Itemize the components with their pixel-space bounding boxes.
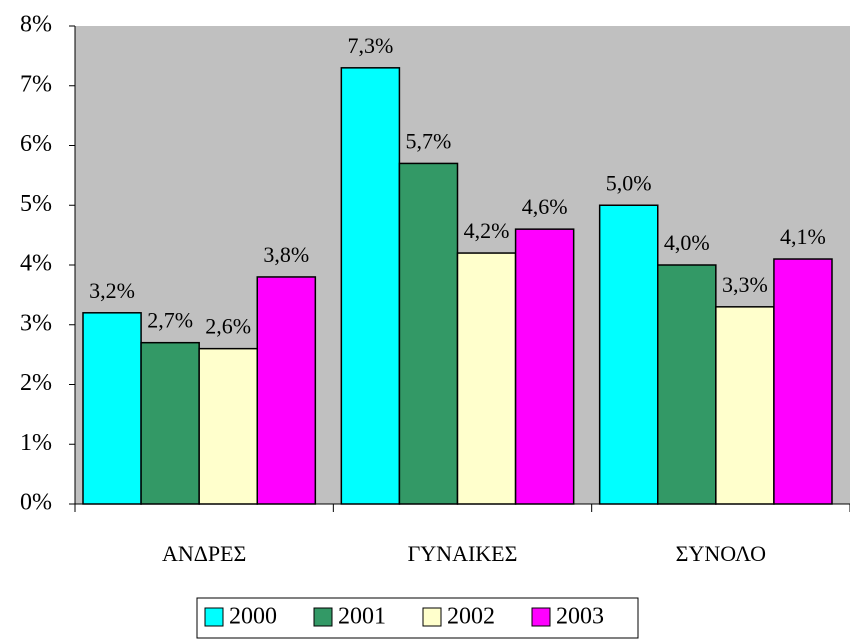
x-tick-label: ΓΥΝΑΙΚΕΣ bbox=[408, 541, 518, 566]
legend-swatch bbox=[204, 607, 224, 627]
legend-label: 2002 bbox=[447, 604, 495, 630]
legend-label: 2001 bbox=[338, 604, 386, 630]
value-label: 4,1% bbox=[780, 224, 826, 249]
bar bbox=[398, 162, 459, 505]
bar bbox=[140, 341, 200, 505]
y-tick-label: 5% bbox=[20, 191, 52, 217]
y-tick-label: 4% bbox=[20, 251, 52, 277]
value-label: 3,3% bbox=[722, 272, 768, 297]
legend-swatch bbox=[531, 607, 551, 627]
bar bbox=[456, 252, 517, 505]
legend bbox=[196, 597, 639, 639]
y-tick-label: 8% bbox=[20, 12, 52, 38]
value-label: 3,8% bbox=[263, 242, 309, 267]
bar bbox=[340, 67, 401, 505]
bar bbox=[82, 312, 142, 505]
legend-swatch bbox=[422, 607, 442, 627]
value-label: 2,7% bbox=[147, 308, 193, 333]
y-tick-label: 0% bbox=[20, 490, 52, 516]
value-label: 5,7% bbox=[406, 128, 452, 153]
y-tick-label: 2% bbox=[20, 370, 52, 396]
value-label: 4,2% bbox=[464, 218, 510, 243]
value-label: 4,0% bbox=[664, 230, 710, 255]
x-tick-label: ΑΝΔΡΕΣ bbox=[162, 541, 246, 566]
bar bbox=[256, 276, 317, 505]
value-label: 5,0% bbox=[606, 170, 652, 195]
bar bbox=[198, 347, 259, 505]
y-tick-label: 7% bbox=[20, 71, 52, 97]
bar bbox=[598, 204, 659, 505]
bar bbox=[657, 264, 717, 505]
value-label: 7,3% bbox=[347, 33, 393, 58]
x-tick-label: ΣΥΝΟΛΟ bbox=[676, 541, 766, 566]
bar bbox=[773, 258, 833, 505]
bar bbox=[715, 306, 775, 505]
value-label: 2,6% bbox=[205, 314, 251, 339]
value-label: 3,2% bbox=[89, 278, 135, 303]
value-label: 4,6% bbox=[522, 194, 568, 219]
legend-label: 2003 bbox=[556, 604, 604, 630]
y-tick-label: 3% bbox=[20, 310, 52, 336]
legend-label: 2000 bbox=[229, 604, 277, 630]
legend-swatch bbox=[313, 607, 333, 627]
bar bbox=[514, 228, 575, 505]
y-tick-label: 1% bbox=[20, 430, 52, 456]
y-tick-label: 6% bbox=[20, 131, 52, 157]
